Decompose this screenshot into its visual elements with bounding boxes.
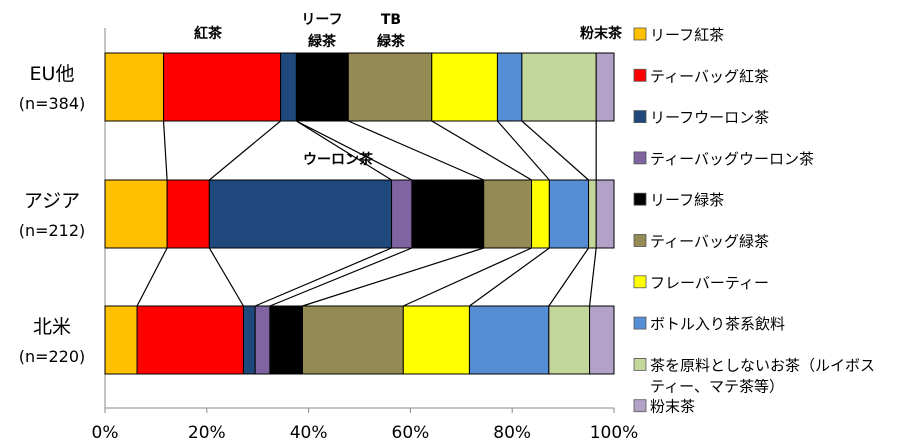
- annotation-label: 緑茶: [308, 33, 337, 50]
- bar-segment: [531, 179, 550, 249]
- bar-segment: [521, 52, 597, 122]
- bar-segment: [280, 52, 297, 122]
- category-n-label: (n=384): [19, 94, 86, 113]
- bar-segment: [589, 305, 615, 375]
- legend-label: ティーバッグ緑茶: [650, 233, 769, 251]
- bar-segment: [588, 179, 597, 249]
- annotation-label: TB: [381, 12, 401, 28]
- x-tick-label: 100%: [590, 423, 639, 439]
- bar-segment: [104, 52, 165, 122]
- connector-line: [588, 247, 597, 307]
- legend-swatch: [633, 399, 647, 413]
- legend-label: リーフ紅茶: [650, 26, 724, 44]
- legend-label: ティーバッグウーロン茶: [650, 150, 814, 168]
- connector-line: [208, 120, 281, 181]
- annotation-label: リーフ: [301, 12, 342, 28]
- connector-line: [296, 120, 413, 181]
- bar-segment: [391, 179, 413, 249]
- bar-segment: [166, 179, 210, 249]
- bar-segment: [104, 179, 168, 249]
- x-tick-label: 40%: [290, 423, 328, 439]
- connector-line: [208, 247, 244, 307]
- annotation-label: 紅茶: [194, 25, 223, 42]
- bar-segment: [295, 52, 349, 122]
- category-n-label: (n=220): [19, 347, 86, 366]
- bar-segment: [483, 179, 533, 249]
- legend-swatch: [633, 192, 647, 206]
- bar-segment: [104, 305, 138, 375]
- connector-line: [496, 120, 550, 181]
- bar-segment: [347, 52, 433, 122]
- bar-segment: [411, 179, 485, 249]
- legend-label: ティー、マテ茶等）: [650, 377, 784, 395]
- connector-line: [521, 120, 589, 181]
- legend-label: フレーバーティー: [650, 274, 769, 292]
- connector-line: [548, 247, 590, 307]
- connector-line: [302, 247, 484, 307]
- category-label: 北米: [33, 316, 71, 338]
- legend-swatch: [633, 151, 647, 165]
- category-label: EU他: [30, 63, 75, 85]
- legend-swatch: [633, 234, 647, 247]
- connector-line: [136, 247, 168, 307]
- bar-segment: [402, 305, 470, 375]
- bar-segment: [242, 305, 256, 375]
- x-tick-label: 60%: [392, 423, 430, 439]
- annotation-label: 粉末茶: [580, 25, 623, 42]
- bar-segment: [548, 179, 590, 249]
- bar-segment: [431, 52, 498, 122]
- bar-segment: [301, 305, 404, 375]
- bar-segment: [208, 179, 393, 249]
- legend-swatch: [633, 68, 647, 82]
- bar-segment: [468, 305, 550, 375]
- connector-line: [469, 247, 550, 307]
- bar-segment: [595, 179, 615, 249]
- category-label: アジア: [24, 190, 80, 212]
- legend-label: 茶を原料としないお茶（ルイボス: [650, 356, 875, 374]
- bar-segment: [163, 52, 282, 122]
- connector-line: [348, 120, 484, 181]
- legend-swatch: [633, 357, 647, 371]
- connector-line: [296, 120, 392, 181]
- x-tick-label: 0%: [92, 423, 119, 439]
- category-n-label: (n=212): [19, 221, 86, 240]
- connector-line: [431, 120, 532, 181]
- legend-swatch: [633, 110, 647, 123]
- legend-label: ティーバッグ紅茶: [650, 67, 769, 85]
- bar-segment: [548, 305, 591, 375]
- bar-segment: [269, 305, 303, 375]
- connector-line: [254, 247, 392, 307]
- legend-swatch: [633, 316, 647, 330]
- x-tick-label: 80%: [493, 423, 531, 439]
- legend-label: リーフウーロン茶: [650, 109, 769, 127]
- bar-segment: [136, 305, 244, 375]
- bar-segment: [254, 305, 271, 375]
- legend-swatch: [633, 275, 647, 289]
- connector-line: [403, 247, 532, 307]
- bar-segment: [595, 52, 615, 122]
- annotation-label: ウーロン茶: [303, 151, 374, 168]
- bar-segment: [496, 52, 523, 122]
- legend-swatch: [633, 27, 647, 41]
- legend-label: ボトル入り茶系飲料: [650, 315, 785, 333]
- annotation-label: 緑茶: [377, 33, 406, 50]
- x-tick-label: 20%: [188, 423, 226, 439]
- legend-label: 粉末茶: [650, 398, 695, 416]
- connector-line: [162, 120, 168, 181]
- legend-label: リーフ緑茶: [650, 191, 724, 209]
- connector-line: [269, 247, 413, 307]
